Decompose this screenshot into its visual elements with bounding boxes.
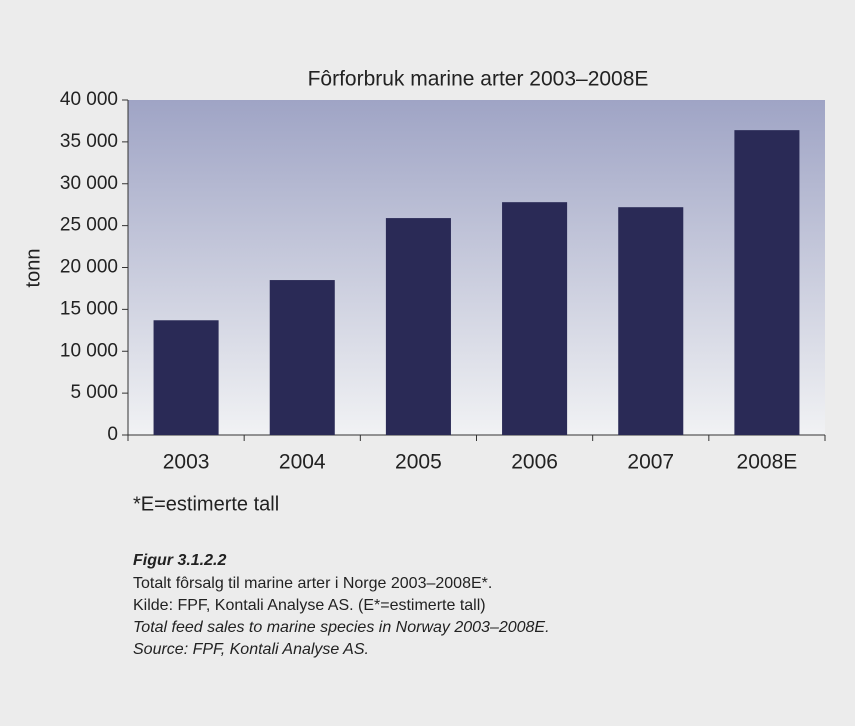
- y-tick-label: 0: [107, 424, 118, 445]
- y-tick-label: 20 000: [60, 257, 118, 278]
- x-tick-label: 2008E: [737, 451, 798, 474]
- y-tick-label: 10 000: [60, 340, 118, 361]
- chart-title: Fôrforbruk marine arter 2003–2008E: [308, 68, 649, 91]
- y-tick-label: 30 000: [60, 173, 118, 194]
- bar: [269, 280, 335, 435]
- x-tick-label: 2005: [395, 451, 442, 474]
- bar: [153, 320, 219, 435]
- footnote: *E=estimerte tall: [133, 493, 279, 515]
- caption-line: Kilde: FPF, Kontali Analyse AS. (E*=esti…: [133, 597, 486, 614]
- bar: [502, 202, 568, 435]
- x-tick-label: 2004: [279, 451, 326, 474]
- x-tick-label: 2003: [163, 451, 210, 474]
- y-tick-label: 35 000: [60, 131, 118, 152]
- y-tick-label: 40 000: [60, 89, 118, 110]
- caption-line: Total feed sales to marine species in No…: [133, 619, 550, 636]
- caption-title: Figur 3.1.2.2: [133, 552, 226, 569]
- caption-line: Totalt fôrsalg til marine arter i Norge …: [133, 575, 492, 592]
- bar: [618, 207, 684, 435]
- bar: [734, 130, 800, 435]
- x-tick-label: 2006: [511, 451, 558, 474]
- x-tick-label: 2007: [627, 451, 674, 474]
- plot-area: [128, 100, 825, 435]
- y-tick-label: 25 000: [60, 215, 118, 236]
- y-tick-label: 5 000: [70, 382, 118, 403]
- y-axis-label: tonn: [22, 249, 44, 288]
- bar: [385, 218, 451, 435]
- caption-line: Source: FPF, Kontali Analyse AS.: [133, 641, 369, 658]
- y-tick-label: 15 000: [60, 298, 118, 319]
